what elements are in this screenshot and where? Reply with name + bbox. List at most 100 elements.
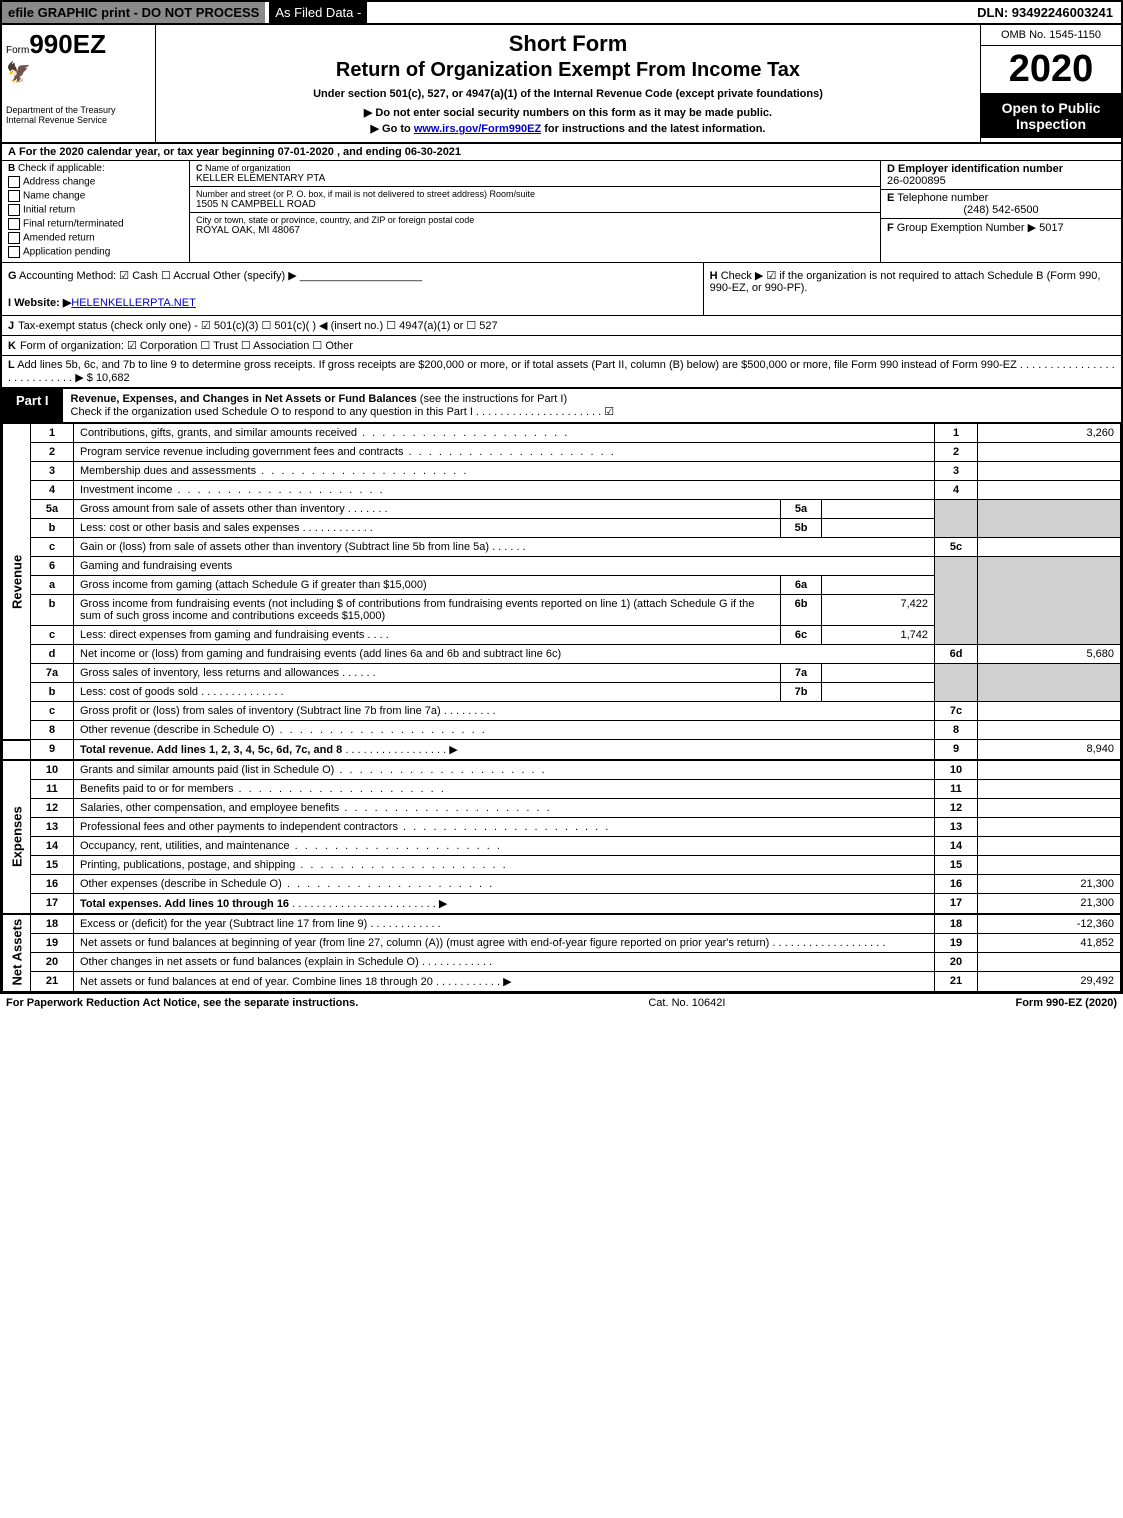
top-bar: efile GRAPHIC print - DO NOT PROCESS As … xyxy=(2,2,1121,25)
part1-title: Revenue, Expenses, and Changes in Net As… xyxy=(63,389,1121,422)
l5b-subamt xyxy=(822,519,935,538)
j-text: Tax-exempt status (check only one) - ☑ 5… xyxy=(18,319,498,332)
street-label: Number and street (or P. O. box, if mail… xyxy=(196,189,874,199)
check-name[interactable]: Name change xyxy=(8,190,183,202)
l6a-subamt xyxy=(822,576,935,595)
info-section: B Check if applicable: Address change Na… xyxy=(2,161,1121,263)
l9-num: 9 xyxy=(31,740,74,761)
l7b-num: b xyxy=(31,683,74,702)
h-block: H Check ▶ ☑ if the organization is not r… xyxy=(703,263,1121,315)
check-amended[interactable]: Amended return xyxy=(8,232,183,244)
l7a-desc: Gross sales of inventory, less returns a… xyxy=(74,664,781,683)
l6d-ref: 6d xyxy=(935,645,978,664)
l7-shade-amt xyxy=(978,664,1121,702)
city-value: ROYAL OAK, MI 48067 xyxy=(196,225,874,236)
check-address[interactable]: Address change xyxy=(8,176,183,188)
l13-num: 13 xyxy=(31,818,74,837)
j-row: J Tax-exempt status (check only one) - ☑… xyxy=(2,316,1121,336)
l11-num: 11 xyxy=(31,780,74,799)
l6d-num: d xyxy=(31,645,74,664)
l5b-num: b xyxy=(31,519,74,538)
l-text: Add lines 5b, 6c, and 7b to line 9 to de… xyxy=(17,359,1017,371)
l3-desc: Membership dues and assessments xyxy=(74,462,935,481)
c-name-block: C Name of organization KELLER ELEMENTARY… xyxy=(190,161,880,187)
l5c-desc: Gain or (loss) from sale of assets other… xyxy=(74,538,935,557)
l-amount: ▶ $ 10,682 xyxy=(75,372,129,384)
l6d-desc: Net income or (loss) from gaming and fun… xyxy=(74,645,935,664)
e-label: Telephone number xyxy=(897,192,988,204)
check-final-label: Final return/terminated xyxy=(23,219,124,230)
check-application-label: Application pending xyxy=(23,247,110,258)
l13-ref: 13 xyxy=(935,818,978,837)
eagle-icon: 🦅 xyxy=(6,60,151,85)
g-cash: Cash xyxy=(132,270,158,282)
form-prefix: Form xyxy=(6,45,29,56)
l19-ref: 19 xyxy=(935,934,978,953)
l17-amt: 21,300 xyxy=(978,894,1121,915)
c-city-block: City or town, state or province, country… xyxy=(190,213,880,238)
l8-num: 8 xyxy=(31,721,74,740)
efile-label: efile GRAPHIC print - DO NOT PROCESS xyxy=(2,2,265,23)
l13-amt xyxy=(978,818,1121,837)
l3-ref: 3 xyxy=(935,462,978,481)
l6a-desc: Gross income from gaming (attach Schedul… xyxy=(74,576,781,595)
g-other: Other (specify) ▶ xyxy=(213,270,297,282)
l13-desc: Professional fees and other payments to … xyxy=(74,818,935,837)
l7a-sub: 7a xyxy=(781,664,822,683)
l6a-sub: 6a xyxy=(781,576,822,595)
k-text: Form of organization: ☑ Corporation ☐ Tr… xyxy=(20,339,353,352)
l5b-sub: 5b xyxy=(781,519,822,538)
l2-amt xyxy=(978,443,1121,462)
ein-value: 26-0200895 xyxy=(887,175,1115,187)
part1-table: Revenue 1 Contributions, gifts, grants, … xyxy=(2,423,1121,992)
check-initial[interactable]: Initial return xyxy=(8,204,183,216)
line-a: A For the 2020 calendar year, or tax yea… xyxy=(2,144,1121,161)
l18-num: 18 xyxy=(31,914,74,934)
check-application[interactable]: Application pending xyxy=(8,246,183,258)
check-address-label: Address change xyxy=(23,177,95,188)
irs-link[interactable]: www.irs.gov/Form990EZ xyxy=(414,123,541,135)
header-section: Form990EZ 🦅 Department of the Treasury I… xyxy=(2,25,1121,144)
f-block: F Group Exemption Number ▶ 5017 xyxy=(881,219,1121,236)
l21-amt: 29,492 xyxy=(978,972,1121,992)
l6b-subamt: 7,422 xyxy=(822,595,935,626)
open-public-1: Open to Public xyxy=(1002,100,1101,116)
open-public: Open to Public Inspection xyxy=(981,94,1121,138)
col-c: C Name of organization KELLER ELEMENTARY… xyxy=(190,161,881,262)
l6b-num: b xyxy=(31,595,74,626)
l5-shade xyxy=(935,500,978,538)
col-b: B Check if applicable: Address change Na… xyxy=(2,161,190,262)
l5c-num: c xyxy=(31,538,74,557)
l20-amt xyxy=(978,953,1121,972)
part1-title-text: Revenue, Expenses, and Changes in Net As… xyxy=(71,393,417,405)
asfiled-label: As Filed Data - xyxy=(269,2,367,23)
city-label: City or town, state or province, country… xyxy=(196,215,874,225)
l5-shade-amt xyxy=(978,500,1121,538)
top-left: efile GRAPHIC print - DO NOT PROCESS As … xyxy=(2,2,367,23)
l14-desc: Occupancy, rent, utilities, and maintena… xyxy=(74,837,935,856)
l7b-desc: Less: cost of goods sold . . . . . . . .… xyxy=(74,683,781,702)
l4-amt xyxy=(978,481,1121,500)
line-a-text: For the 2020 calendar year, or tax year … xyxy=(19,146,461,158)
footer-left: For Paperwork Reduction Act Notice, see … xyxy=(6,997,358,1009)
l3-num: 3 xyxy=(31,462,74,481)
c-label: Name of organization xyxy=(205,163,291,173)
header-center: Short Form Return of Organization Exempt… xyxy=(156,25,980,142)
check-final[interactable]: Final return/terminated xyxy=(8,218,183,230)
l11-desc: Benefits paid to or for members xyxy=(74,780,935,799)
goto-post: for instructions and the latest informat… xyxy=(541,123,765,135)
footer-right: Form 990-EZ (2020) xyxy=(1015,997,1117,1009)
l15-desc: Printing, publications, postage, and shi… xyxy=(74,856,935,875)
l10-num: 10 xyxy=(31,760,74,780)
l21-num: 21 xyxy=(31,972,74,992)
footer-mid: Cat. No. 10642I xyxy=(648,997,725,1009)
return-title: Return of Organization Exempt From Incom… xyxy=(166,59,970,82)
l1-ref: 1 xyxy=(935,424,978,443)
k-row: K Form of organization: ☑ Corporation ☐ … xyxy=(2,336,1121,356)
l9-amt: 8,940 xyxy=(978,740,1121,761)
short-form-title: Short Form xyxy=(166,31,970,57)
l5a-num: 5a xyxy=(31,500,74,519)
website-link[interactable]: HELENKELLERPTA.NET xyxy=(71,297,196,309)
l7c-ref: 7c xyxy=(935,702,978,721)
l6b-desc: Gross income from fundraising events (no… xyxy=(74,595,781,626)
